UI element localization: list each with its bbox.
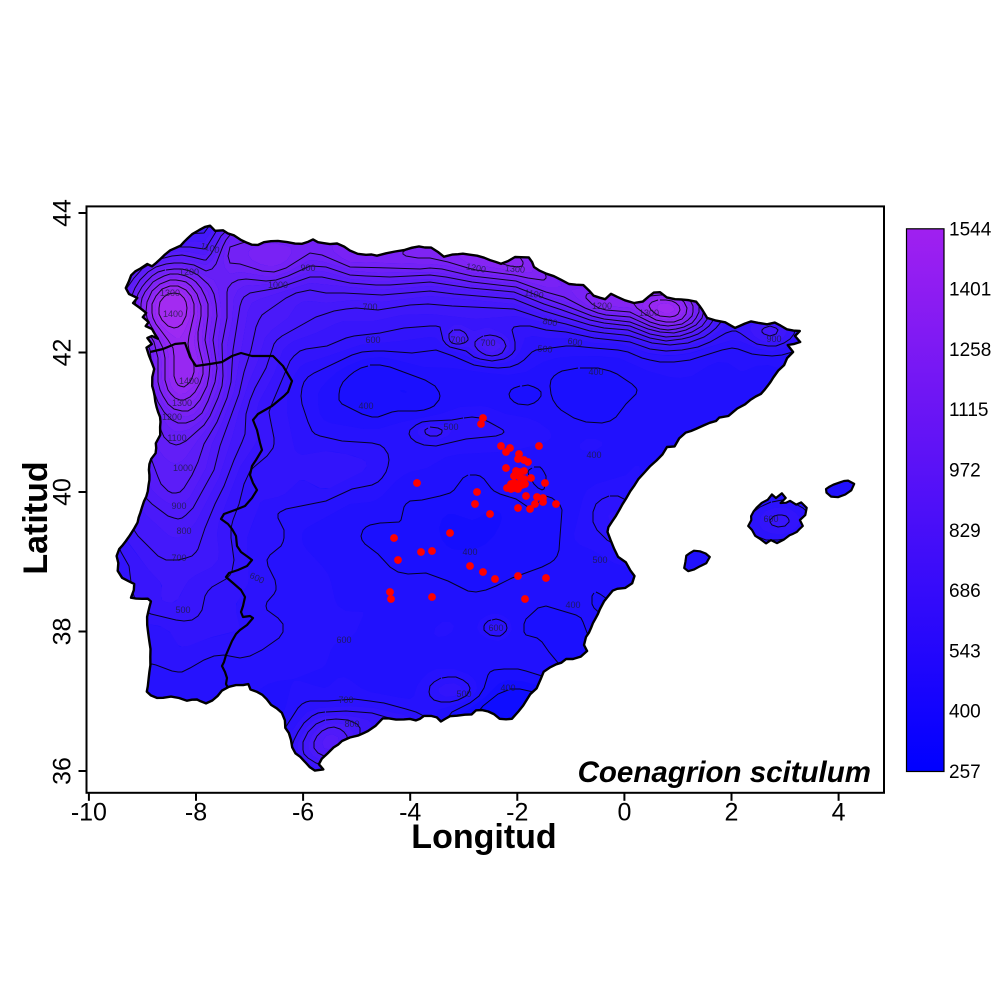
svg-text:400: 400 xyxy=(500,683,515,693)
svg-text:1115: 1115 xyxy=(949,400,988,421)
svg-text:1200: 1200 xyxy=(179,267,199,277)
svg-text:-6: -6 xyxy=(292,799,314,827)
svg-text:800: 800 xyxy=(176,526,191,536)
svg-text:1400: 1400 xyxy=(163,309,183,319)
svg-text:400: 400 xyxy=(588,367,603,377)
svg-text:400: 400 xyxy=(358,401,373,411)
svg-text:1100: 1100 xyxy=(524,287,545,300)
svg-text:-10: -10 xyxy=(71,799,107,827)
svg-text:700: 700 xyxy=(338,695,353,705)
svg-text:800: 800 xyxy=(344,719,359,729)
svg-text:500: 500 xyxy=(443,422,458,432)
svg-text:-2: -2 xyxy=(506,799,528,827)
svg-text:400: 400 xyxy=(462,547,477,557)
svg-text:-4: -4 xyxy=(399,799,421,827)
svg-text:1258: 1258 xyxy=(949,340,991,361)
svg-text:1000: 1000 xyxy=(173,463,193,473)
svg-text:1100: 1100 xyxy=(199,241,220,256)
svg-text:38: 38 xyxy=(49,618,77,646)
svg-text:40: 40 xyxy=(49,478,77,506)
svg-text:400: 400 xyxy=(565,600,580,610)
svg-text:1300: 1300 xyxy=(160,288,180,298)
svg-text:257: 257 xyxy=(949,762,981,783)
svg-text:800: 800 xyxy=(542,316,559,328)
svg-text:500: 500 xyxy=(592,555,607,565)
svg-text:1200: 1200 xyxy=(592,301,612,311)
svg-text:1000: 1000 xyxy=(268,280,288,290)
svg-text:600: 600 xyxy=(365,335,380,345)
svg-text:600: 600 xyxy=(567,336,584,348)
svg-text:1100: 1100 xyxy=(167,433,186,443)
svg-text:543: 543 xyxy=(949,641,981,662)
svg-text:36: 36 xyxy=(49,757,77,785)
svg-text:900: 900 xyxy=(171,501,186,511)
svg-text:400: 400 xyxy=(949,702,981,723)
svg-text:600: 600 xyxy=(763,514,778,524)
svg-text:600: 600 xyxy=(488,623,503,633)
svg-text:600: 600 xyxy=(336,635,351,645)
svg-text:1300: 1300 xyxy=(639,308,659,318)
svg-text:1401: 1401 xyxy=(949,280,991,301)
svg-text:42: 42 xyxy=(49,339,77,367)
svg-text:700: 700 xyxy=(362,302,377,312)
svg-text:Coenagrion scitulum: Coenagrion scitulum xyxy=(578,756,871,789)
svg-text:900: 900 xyxy=(766,334,781,344)
svg-text:1300: 1300 xyxy=(505,263,526,275)
svg-text:829: 829 xyxy=(949,521,981,542)
svg-text:1300: 1300 xyxy=(172,398,192,408)
svg-text:900: 900 xyxy=(300,263,315,273)
svg-text:1200: 1200 xyxy=(162,412,182,422)
svg-text:-8: -8 xyxy=(185,799,207,827)
svg-text:500: 500 xyxy=(537,343,553,354)
svg-text:1544: 1544 xyxy=(949,219,992,240)
svg-text:972: 972 xyxy=(949,461,981,482)
svg-text:Latitud: Latitud xyxy=(17,461,55,574)
svg-text:Longitud: Longitud xyxy=(411,818,556,856)
svg-text:686: 686 xyxy=(949,581,981,602)
svg-text:1200: 1200 xyxy=(465,261,486,274)
svg-text:2: 2 xyxy=(725,799,739,827)
svg-text:700: 700 xyxy=(480,338,495,348)
svg-text:700: 700 xyxy=(450,335,465,345)
svg-text:0: 0 xyxy=(617,799,631,827)
svg-text:4: 4 xyxy=(832,799,846,827)
svg-text:44: 44 xyxy=(49,199,77,227)
svg-text:400: 400 xyxy=(586,450,601,460)
svg-text:500: 500 xyxy=(175,605,190,615)
svg-text:700: 700 xyxy=(171,553,186,563)
svg-text:500: 500 xyxy=(456,689,471,699)
svg-text:1400: 1400 xyxy=(179,376,199,386)
